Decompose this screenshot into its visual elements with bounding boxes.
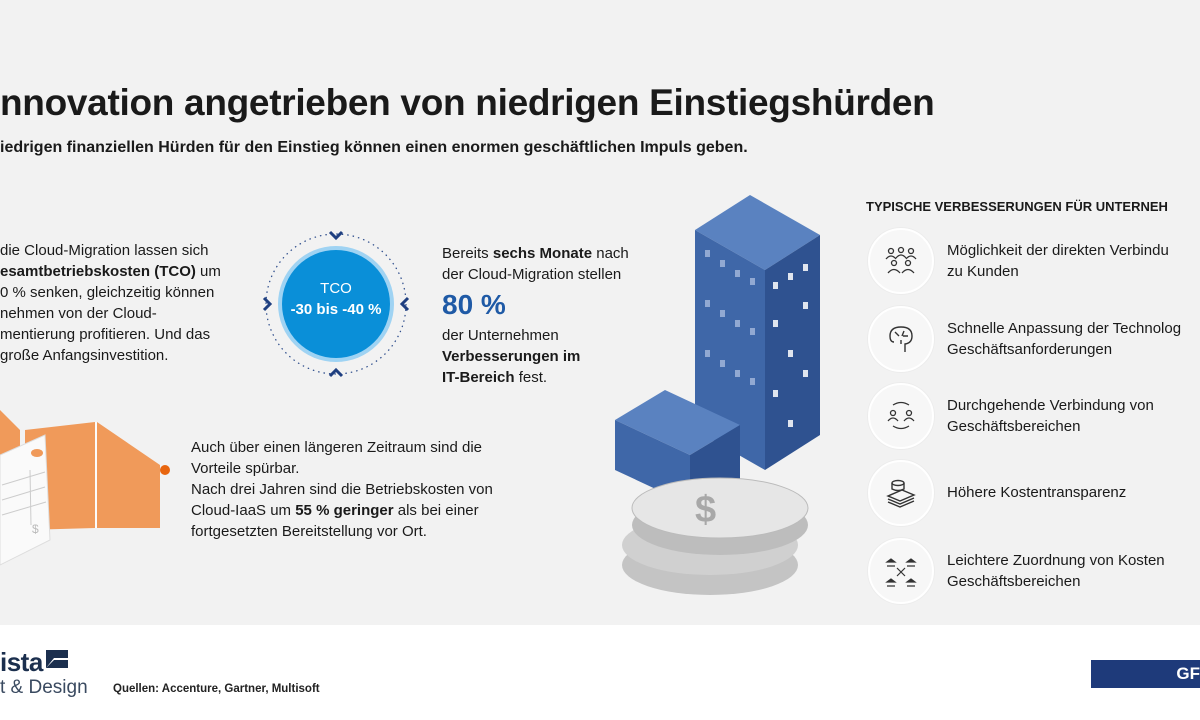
logo-mark-icon [46,650,68,668]
tco-value: -30 bis -40 % [290,301,382,318]
tco-paragraph: die Cloud-Migration lassen sich esamtbet… [0,240,221,366]
footer: ista t & Design Quellen: Accenture, Gart… [0,625,1200,720]
sources: Quellen: Accenture, Gartner, Multisoft [113,683,320,695]
stat-80-percent: 80 % [442,289,506,320]
people-exchange-icon [868,383,934,449]
line: mentierung profitieren. Und das [0,326,211,343]
it-improvement-paragraph: Bereits sechs Monate nach der Cloud-Migr… [442,245,629,386]
improvement-item: Schnelle Anpassung der Technolog Geschäft… [868,306,1200,372]
server-cost-illustration: $ [0,410,170,566]
svg-text:$: $ [32,522,39,536]
improvement-item: Durchgehende Verbindung von Geschäftsbere… [868,383,1200,449]
money-stack-icon [868,460,934,526]
line: große Anfangsinvestition. [0,347,169,364]
tco-badge: TCO -30 bis -40 % [260,228,412,380]
brain-circuit-icon [868,306,934,372]
page-title: nnovation angetrieben von niedrigen Eins… [0,82,935,123]
buildings-coins-illustration: $ [615,195,820,595]
logo-subtext: t & Design [0,677,88,698]
bank-network-icon [868,538,934,604]
line: nehmen von der Cloud- [0,305,157,322]
improvements-heading: TYPISCHE VERBESSERUNGEN FÜR UNTERNEH [866,199,1168,214]
tco-ring-graphic [262,230,410,378]
svg-text:$: $ [695,489,716,531]
tco-label: TCO [320,280,352,297]
improvement-item: Leichtere Zuordnung von Kosten Geschäftsb… [868,538,1200,604]
line: esamtbetriebskosten (TCO) um [0,263,221,280]
line: 0 % senken, gleichzeitig können [0,284,215,301]
people-group-icon [868,228,934,294]
improvement-item: Möglichkeit der direkten Verbindu zu Kund… [868,228,1200,294]
logo-text: ista [0,647,43,677]
brand-badge: GF [1091,660,1200,688]
improvement-item: Höhere Kostentransparenz [868,460,1200,526]
page-subtitle: iedrigen finanziellen Hürden für den Ein… [0,139,748,156]
line: die Cloud-Migration lassen sich [0,242,209,259]
long-term-paragraph: Auch über einen längeren Zeitraum sind d… [191,439,493,540]
